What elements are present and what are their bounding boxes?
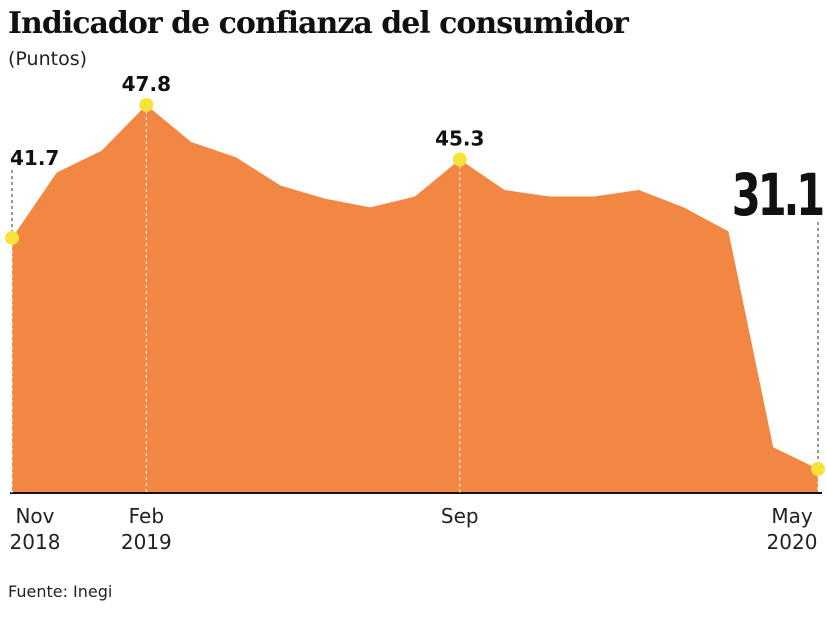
- marker: [5, 230, 19, 245]
- source-note: Fuente: Inegi: [8, 582, 113, 601]
- marker: [452, 152, 467, 167]
- marker: [811, 462, 825, 477]
- chart-title: Indicador de confianza del consumidor: [8, 6, 629, 41]
- value-label: 47.8: [122, 72, 171, 96]
- x-tick-label: Sep: [440, 504, 479, 528]
- area: [12, 104, 818, 494]
- x-tick-label: Feb 2019: [120, 504, 172, 554]
- value-label: 41.7: [10, 146, 59, 170]
- value-label: 31.1: [732, 162, 823, 229]
- x-tick-label: Nov 2018: [9, 504, 61, 554]
- chart-subtitle: (Puntos): [8, 48, 88, 70]
- value-label: 45.3: [435, 126, 484, 150]
- x-tick-label: May 2020: [766, 504, 818, 554]
- marker: [139, 97, 154, 112]
